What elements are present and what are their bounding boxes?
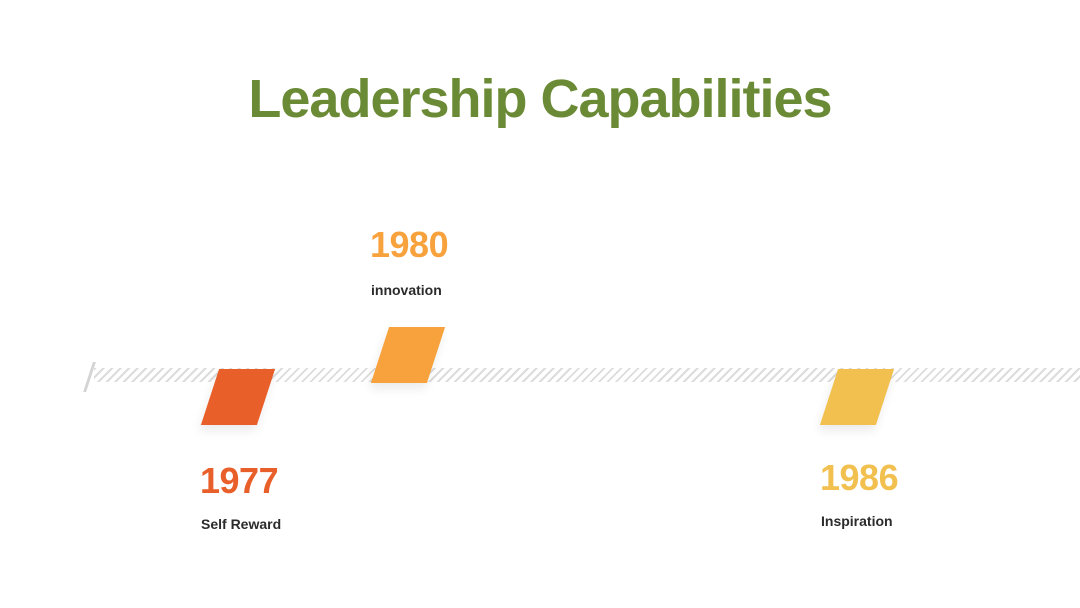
- milestone-label-1986: Inspiration: [821, 513, 893, 529]
- milestone-year-1986: 1986: [820, 457, 899, 498]
- slide-title: Leadership Capabilities: [248, 69, 832, 129]
- timeline-track: [94, 368, 1080, 382]
- milestone-year-1977: 1977: [200, 460, 279, 501]
- milestone-label-1977: Self Reward: [201, 516, 282, 532]
- milestone-label-1980: innovation: [371, 282, 442, 298]
- milestone-year-1980: 1980: [370, 224, 449, 265]
